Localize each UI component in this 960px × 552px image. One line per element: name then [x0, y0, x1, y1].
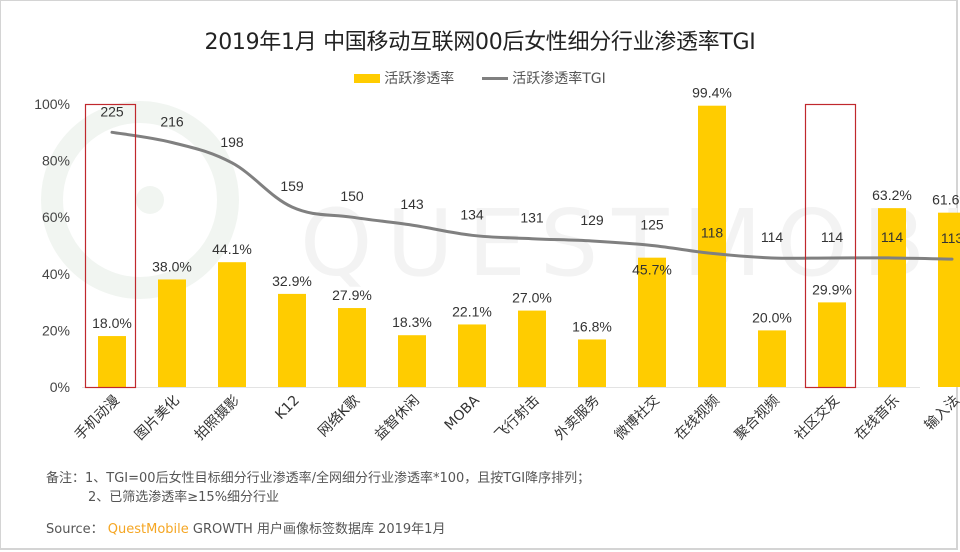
line-data-label: 114: [821, 229, 844, 245]
highlight-boxes: [84, 103, 857, 389]
source-prefix: Source：: [46, 522, 104, 537]
legend-bar-swatch-icon: [354, 73, 381, 83]
line-data-label: 118: [701, 224, 724, 240]
bar-data-label: 18.0%: [92, 315, 132, 331]
bar: [758, 330, 786, 387]
bar: [878, 208, 906, 387]
line-data-label: 114: [881, 229, 904, 245]
bar-data-label: 44.1%: [212, 241, 252, 257]
source-line: Source： QuestMobile GROWTH 用户画像标签数据库 201…: [46, 518, 445, 537]
legend-item-bar: 活跃渗透率: [354, 68, 454, 88]
bar: [578, 339, 606, 387]
y-tick-label: 0%: [50, 379, 70, 395]
bar-data-label: 29.9%: [812, 281, 852, 297]
y-tick-label: 40%: [42, 266, 70, 282]
legend-line-swatch-icon: [482, 76, 509, 80]
y-axis: 0% 20% 40% 60% 80% 100%: [34, 96, 70, 395]
legend-line-label: 活跃渗透率TGI: [512, 71, 606, 87]
bar: [278, 293, 306, 387]
line-data-label: 125: [640, 217, 664, 233]
x-category-label: 社区交友: [791, 392, 843, 444]
bar: [818, 302, 846, 387]
notes-prefix: 备注：: [46, 471, 86, 486]
x-category-label: 网络K歌: [315, 393, 363, 441]
x-category-label: 飞行射击: [492, 393, 543, 444]
bar: [518, 310, 546, 387]
x-category-label: 在线视频: [672, 393, 723, 444]
line-data-label: 159: [280, 178, 304, 194]
y-tick-label: 60%: [42, 209, 70, 225]
line-data-label: 134: [460, 206, 484, 222]
bar: [698, 105, 726, 387]
bar-data-label: 63.2%: [872, 187, 912, 203]
bar-data-label: 18.3%: [392, 314, 432, 330]
notes-text-1: 1、TGI=00后女性目标细分行业渗透率/全网细分行业渗透率*100，且按TGI…: [85, 471, 591, 486]
bar-data-label: 16.8%: [572, 318, 612, 334]
line-data-label: 114: [761, 229, 784, 245]
source-brand: QuestMobile: [107, 522, 189, 537]
notes-line-1: 备注：1、TGI=00后女性目标细分行业渗透率/全网细分行业渗透率*100，且按…: [46, 469, 590, 488]
y-tick-label: 20%: [42, 322, 70, 338]
bar: [158, 279, 186, 387]
notes: 备注：1、TGI=00后女性目标细分行业渗透率/全网细分行业渗透率*100，且按…: [46, 469, 590, 507]
line-data-label: 113: [941, 230, 960, 246]
bar: [938, 212, 960, 387]
bar-data-label: 99.4%: [692, 85, 732, 101]
highlight-box: [804, 103, 857, 389]
watermark-logo-ring-icon: [41, 101, 239, 299]
tgi-line: [110, 130, 954, 261]
line-data-label: 143: [400, 196, 424, 212]
bar: [398, 335, 426, 387]
bar-series: [98, 105, 960, 387]
legend-item-line: 活跃渗透率TGI: [482, 68, 606, 88]
line-data-label: 198: [220, 134, 244, 150]
bar: [98, 336, 126, 387]
bar-data-label: 38.0%: [152, 258, 192, 274]
bar-data-label: 27.9%: [332, 287, 372, 303]
bar: [458, 324, 486, 387]
line-data-label: 129: [580, 212, 604, 228]
line-data-label: 216: [160, 113, 184, 129]
x-category-label: K12: [272, 393, 302, 423]
line-data-labels: 225 216 198 159 150 143 134 131 129 125 118 114 114 1…: [100, 103, 960, 246]
x-category-label: 微博社交: [611, 392, 663, 444]
x-category-label: 拍照摄影: [192, 393, 243, 444]
line-data-label: 131: [520, 210, 544, 226]
y-tick-label: 100%: [34, 96, 70, 112]
bar-data-label: 61.6%: [932, 192, 960, 208]
bar: [218, 262, 246, 387]
y-tick-label: 80%: [42, 153, 70, 169]
x-category-label: 图片美化: [132, 393, 183, 444]
chart-title: 2019年1月 中国移动互联网00后女性细分行业渗透率TGI: [204, 30, 756, 55]
x-axis-labels: 手机动漫 图片美化 拍照摄影 K12 网络K歌 益智休闲 MOBA 飞行射击 外卖服务 微博社交在…: [72, 392, 960, 444]
x-category-label: MOBA: [442, 392, 484, 434]
x-category-label: 手机动漫: [72, 393, 123, 444]
bar-data-label: 22.1%: [452, 303, 492, 319]
bar-data-label: 32.9%: [272, 273, 312, 289]
x-category-label: 输入法: [922, 393, 960, 434]
source-text: GROWTH 用户画像标签数据库 2019年1月: [192, 522, 446, 537]
x-category-label: 在线音乐: [851, 392, 903, 444]
line-data-label: 150: [340, 188, 364, 204]
legend: 活跃渗透率 活跃渗透率TGI: [0, 68, 960, 88]
bar-data-label: 27.0%: [512, 290, 552, 306]
x-category-label: 益智休闲: [372, 393, 423, 444]
watermark-logo-dot-icon: [136, 186, 164, 214]
bar-data-label: 20.0%: [752, 309, 792, 325]
x-category-label: 聚合视频: [732, 393, 783, 444]
x-category-label: 外卖服务: [552, 393, 603, 444]
highlight-box: [84, 103, 137, 389]
legend-bar-label: 活跃渗透率: [384, 71, 455, 87]
bar: [338, 308, 366, 387]
bar: [638, 257, 666, 387]
line-series: [110, 130, 954, 261]
line-data-label: 225: [100, 103, 124, 119]
bar-data-label: 45.7%: [632, 262, 672, 278]
bar-data-labels: 18.0% 38.0% 44.1% 32.9% 27.9% 18.3% 22.1% 27.0%…: [92, 85, 960, 335]
notes-line-2: 2、已筛选渗透率≥15%细分行业: [88, 490, 280, 505]
